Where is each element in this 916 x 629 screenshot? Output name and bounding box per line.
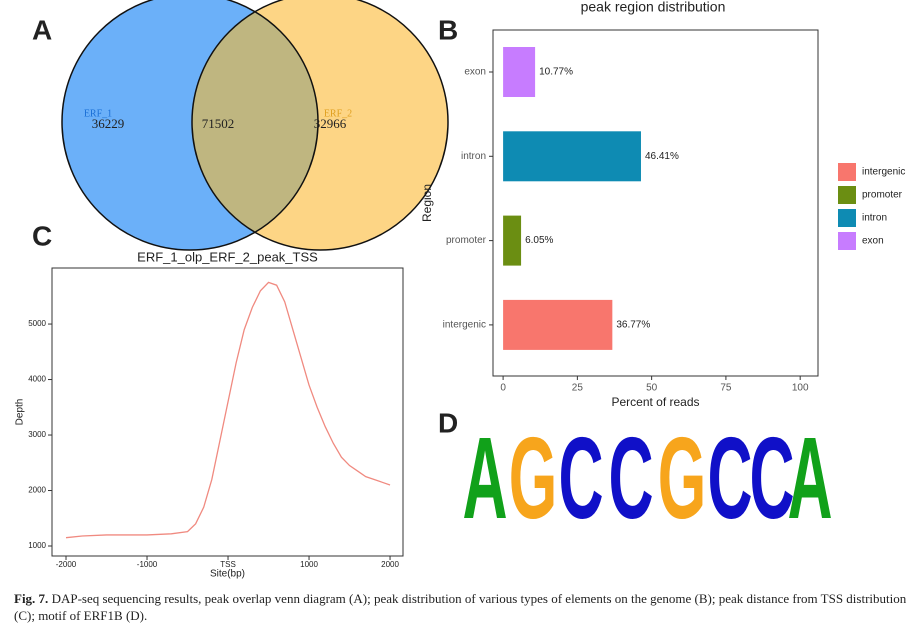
bar bbox=[503, 299, 613, 350]
set-label: ERF_1 bbox=[84, 108, 112, 119]
x-tick-label: 2000 bbox=[381, 560, 399, 569]
figure: A B C D ERF_1 ERF_2 36229 71502 32966 peak re… bbox=[15, 0, 905, 580]
logo-letter: G bbox=[509, 413, 558, 543]
value-label: 46.41% bbox=[645, 151, 679, 162]
x-tick-label: 1000 bbox=[300, 560, 318, 569]
logo-letter: C bbox=[558, 413, 603, 543]
bar bbox=[503, 131, 641, 182]
y-tick-label: promoter bbox=[446, 235, 487, 246]
x-tick-label: 75 bbox=[720, 383, 732, 394]
set-label: ERF_2 bbox=[324, 108, 352, 119]
value-label: 36.77% bbox=[616, 320, 650, 331]
logo-letter: C bbox=[749, 413, 794, 543]
legend-label: intron bbox=[862, 213, 887, 224]
y-tick-label: 1000 bbox=[28, 541, 46, 550]
logo-letter: C bbox=[707, 413, 752, 543]
panel-label: C bbox=[32, 220, 52, 251]
legend-swatch bbox=[838, 232, 856, 250]
y-tick-label: 5000 bbox=[28, 319, 46, 328]
x-axis-label: Site(bp) bbox=[210, 569, 245, 580]
x-tick-label: -1000 bbox=[137, 560, 158, 569]
region-count: 32966 bbox=[314, 116, 347, 131]
chart-title: ERF_1_olp_ERF_2_peak_TSS bbox=[137, 249, 318, 264]
bar bbox=[503, 215, 522, 266]
y-tick-label: 3000 bbox=[28, 430, 46, 439]
bar bbox=[503, 47, 536, 97]
set-outline bbox=[191, 0, 449, 251]
y-tick-label: 4000 bbox=[28, 375, 46, 384]
y-tick-label: intron bbox=[461, 151, 486, 162]
x-tick-label: 50 bbox=[646, 383, 658, 394]
logo-letter: G bbox=[658, 413, 707, 543]
legend-swatch bbox=[838, 209, 856, 227]
x-axis-label: Percent of reads bbox=[611, 395, 699, 409]
logo-letter: A bbox=[462, 413, 507, 543]
x-tick-label: TSS bbox=[220, 560, 236, 569]
plot-frame bbox=[492, 29, 819, 377]
panel-label: D bbox=[438, 407, 458, 438]
region-count: 71502 bbox=[202, 116, 235, 131]
overlap bbox=[192, 0, 318, 250]
value-label: 10.77% bbox=[539, 67, 573, 78]
caption-label: Fig. 7. bbox=[14, 591, 49, 606]
line bbox=[65, 281, 391, 539]
y-axis-label: Region bbox=[420, 184, 434, 222]
x-tick-label: 25 bbox=[572, 383, 584, 394]
x-tick-label: 0 bbox=[500, 383, 506, 394]
panel-label: B bbox=[438, 14, 458, 45]
panel-label: A bbox=[32, 14, 52, 45]
logo-letter: C bbox=[608, 413, 653, 543]
set-outline bbox=[61, 0, 319, 251]
legend-swatch bbox=[838, 163, 856, 181]
plot-frame bbox=[51, 267, 404, 557]
legend-label: promoter bbox=[862, 190, 903, 201]
chart-title: peak region distribution bbox=[581, 0, 726, 15]
y-axis-label: Depth bbox=[15, 399, 26, 426]
legend-swatch bbox=[838, 186, 856, 204]
y-tick-label: exon bbox=[464, 67, 486, 78]
value-label: 6.05% bbox=[525, 235, 553, 246]
caption: Fig. 7. DAP-seq sequencing results, peak… bbox=[14, 590, 909, 624]
region-count: 36229 bbox=[92, 116, 125, 131]
legend-label: exon bbox=[862, 236, 884, 247]
y-tick-label: intergenic bbox=[443, 320, 486, 331]
x-tick-label: 100 bbox=[792, 383, 809, 394]
x-tick-label: -2000 bbox=[56, 560, 77, 569]
caption-text: DAP-seq sequencing results, peak overlap… bbox=[14, 591, 907, 623]
y-tick-label: 2000 bbox=[28, 486, 46, 495]
legend-label: intergenic bbox=[862, 167, 905, 178]
logo-letter: A bbox=[787, 413, 832, 543]
